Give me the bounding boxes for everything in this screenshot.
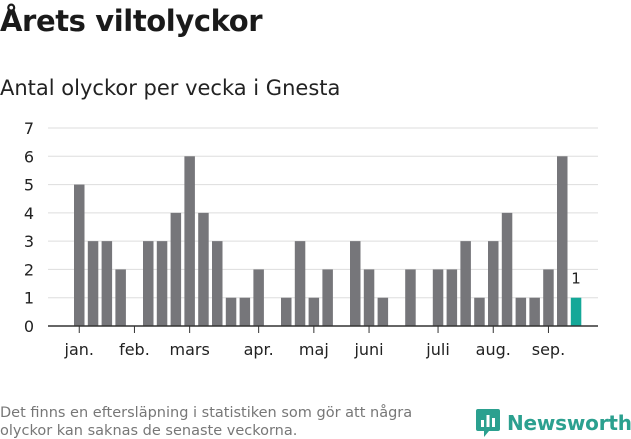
bar xyxy=(212,241,223,326)
bar-highlight xyxy=(570,297,582,326)
footnote: Det finns en eftersläpning i statistiken… xyxy=(0,405,413,439)
bar xyxy=(515,297,527,326)
newsworthy-logo-icon xyxy=(476,409,500,437)
bar xyxy=(74,184,85,326)
bar xyxy=(460,241,471,326)
bar xyxy=(432,269,444,326)
bar xyxy=(239,297,251,326)
bar xyxy=(446,269,458,326)
y-tick-label: 7 xyxy=(24,119,34,138)
x-tick-label: mars xyxy=(169,340,209,359)
y-tick-label: 3 xyxy=(24,232,34,251)
brand[interactable]: Newsworthy xyxy=(475,408,631,438)
bar xyxy=(405,269,416,326)
bar xyxy=(377,297,389,326)
y-tick-label: 6 xyxy=(24,147,34,166)
chart-subtitle: Antal olyckor per vecka i Gnesta xyxy=(0,76,341,100)
bar xyxy=(281,297,292,326)
bar xyxy=(322,269,333,326)
bar xyxy=(294,241,306,326)
bar xyxy=(308,297,320,326)
bar xyxy=(156,241,168,326)
bar xyxy=(543,269,554,326)
x-tick-label: juni xyxy=(353,340,383,359)
y-tick-label: 1 xyxy=(24,289,34,308)
bar xyxy=(529,297,540,326)
data-label: 1 xyxy=(571,270,581,288)
bar xyxy=(101,241,113,326)
x-tick-label: jan. xyxy=(64,340,94,359)
bar xyxy=(87,241,99,326)
bar xyxy=(225,297,237,326)
x-tick-label: apr. xyxy=(244,340,274,359)
bar xyxy=(474,297,485,326)
page-title: Årets viltolyckor xyxy=(0,4,263,38)
y-tick-label: 0 xyxy=(24,317,34,336)
bar xyxy=(350,241,361,326)
bar xyxy=(557,156,568,326)
bar xyxy=(501,212,513,326)
bar xyxy=(184,156,195,326)
bar xyxy=(363,269,375,326)
x-tick-label: feb. xyxy=(119,340,150,359)
y-tick-label: 5 xyxy=(24,176,34,195)
x-tick-label: sep. xyxy=(532,340,565,359)
y-tick-label: 2 xyxy=(24,260,34,279)
x-tick-label: juli xyxy=(425,340,449,359)
bar xyxy=(115,269,126,326)
bar xyxy=(170,212,182,326)
bar xyxy=(198,212,209,326)
y-tick-label: 4 xyxy=(24,204,34,223)
x-tick-label: maj xyxy=(299,340,329,359)
bar xyxy=(143,241,154,326)
brand-name: Newsworthy xyxy=(507,411,631,435)
bar xyxy=(488,241,499,326)
bar xyxy=(253,269,264,326)
x-tick-label: aug. xyxy=(476,340,511,359)
